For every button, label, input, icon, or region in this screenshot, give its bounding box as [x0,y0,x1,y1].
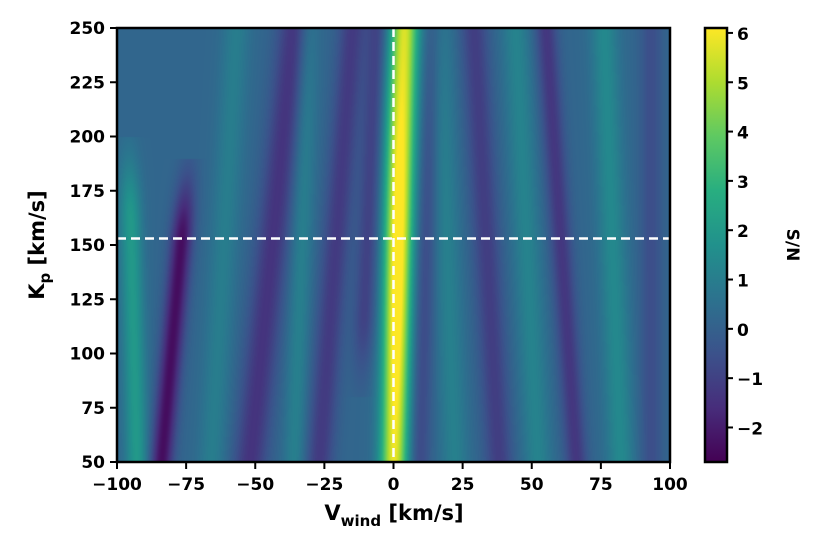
heatmap-plot-area [115,26,672,464]
y-tick-label: 250 [70,19,106,39]
colorbar-tick-label: 2 [737,222,749,242]
x-axis-label: Vwind [km/s] [324,501,463,530]
colorbar-tick-label: 0 [737,321,749,341]
colorbar-frame [703,26,729,464]
x-tick-label: 25 [451,475,475,495]
x-tick-label: −50 [236,475,274,495]
x-tick-label: −25 [305,475,343,495]
colorbar-tick-label: −2 [737,419,763,439]
colorbar: −2 −1 0 1 2 3 4 5 6 S/N [703,25,802,464]
y-axis-ticks: 50 75 100 125 150 175 200 225 250 [70,19,117,473]
x-axis-label-main: V [324,501,341,525]
y-axis-label-main: K [25,283,49,300]
colorbar-ticks: −2 −1 0 1 2 3 4 5 6 [727,25,763,439]
x-tick-label: −75 [167,475,205,495]
colorbar-tick-label: 4 [737,124,749,144]
colorbar-tick-label: −1 [737,370,763,390]
colorbar-tick-label: 1 [737,272,749,292]
x-tick-label: 100 [652,475,688,495]
x-tick-label: 50 [520,475,544,495]
x-axis-label-unit: [km/s] [381,501,464,525]
y-tick-label: 225 [70,73,106,93]
x-axis-label-sub: wind [341,512,381,530]
y-tick-label: 150 [70,236,106,256]
y-tick-label: 100 [70,345,106,365]
y-tick-label: 200 [70,128,106,148]
colorbar-label: S/N [782,229,802,262]
x-tick-label: 0 [388,475,400,495]
colorbar-tick-label: 6 [737,25,749,45]
y-tick-label: 125 [70,290,106,310]
y-axis-label-sub: p [36,273,54,284]
y-tick-label: 50 [81,453,105,473]
y-tick-label: 75 [81,399,105,419]
y-axis-label: Kp [km/s] [25,190,54,300]
x-axis-ticks: −100 −75 −50 −25 0 25 50 75 100 [92,462,688,495]
colorbar-tick-label: 5 [737,74,749,94]
y-axis-label-unit: [km/s] [25,190,49,273]
colorbar-gradient [705,28,727,462]
x-tick-label: 75 [589,475,613,495]
colorbar-tick-label: 3 [737,173,749,193]
y-tick-label: 175 [70,182,106,202]
x-tick-label: −100 [92,475,142,495]
